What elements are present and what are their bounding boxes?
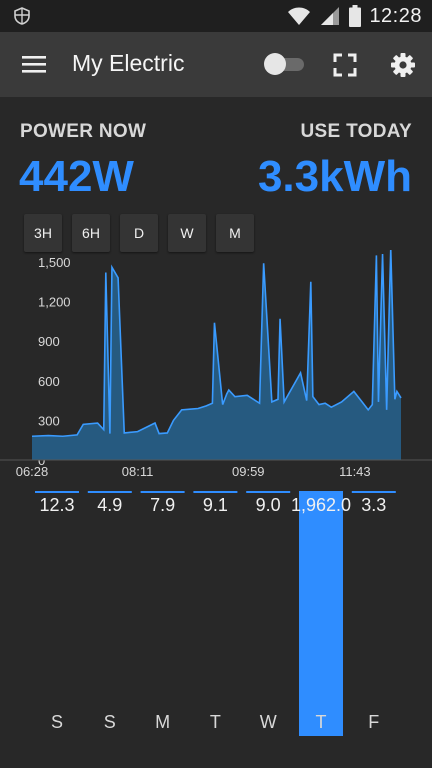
power-now-label: POWER NOW xyxy=(20,121,147,142)
app-bar: My Electric xyxy=(0,32,432,97)
signal-icon xyxy=(321,7,340,25)
weekday-bar xyxy=(193,491,238,493)
x-tick-label: 08:11 xyxy=(122,464,154,479)
bar-value-label: 3.3 xyxy=(361,495,386,515)
range-button-6h[interactable]: 6H xyxy=(72,214,110,252)
weekday-bar xyxy=(351,491,396,493)
power-line xyxy=(31,250,402,438)
y-tick-label: 1,200 xyxy=(38,295,71,310)
weekday-label: T xyxy=(210,712,221,732)
wifi-icon xyxy=(288,7,311,25)
weekly-usage-chart: 12.3 S 4.9 S 7.9 M 9.1 T 9.0 W 1,962.0 T 3.3 F xyxy=(35,491,396,736)
status-bar: 12:28 xyxy=(0,0,432,32)
battery-icon xyxy=(349,5,362,27)
menu-icon[interactable] xyxy=(22,54,46,74)
weekday-label: M xyxy=(155,712,170,732)
y-tick-label: 300 xyxy=(38,413,60,428)
weekday-bar xyxy=(299,491,343,736)
shield-icon xyxy=(14,7,30,25)
x-tick-label: 06:28 xyxy=(16,464,49,479)
bar-value-label: 9.0 xyxy=(256,495,281,515)
weekday-bar xyxy=(140,491,185,493)
range-button-week[interactable]: W xyxy=(168,214,206,252)
weekday-bar xyxy=(246,491,291,493)
y-tick-label: 900 xyxy=(38,334,60,349)
weekday-label: F xyxy=(368,712,379,732)
y-tick-label: 600 xyxy=(38,374,60,389)
clock-time: 12:28 xyxy=(369,4,422,27)
bar-value-label: 12.3 xyxy=(39,495,74,515)
bar-value-label: 9.1 xyxy=(203,495,228,515)
power-area xyxy=(32,250,401,460)
app-title: My Electric xyxy=(72,50,185,76)
weekday-bar xyxy=(35,491,79,493)
bar-value-label: 4.9 xyxy=(97,495,122,515)
range-button-month[interactable]: M xyxy=(216,214,254,252)
toggle-switch[interactable] xyxy=(264,53,304,75)
weekday-label: S xyxy=(51,712,63,732)
range-button-3h[interactable]: 3H xyxy=(24,214,62,252)
range-button-day[interactable]: D xyxy=(120,214,158,252)
toggle-thumb xyxy=(264,53,286,75)
fullscreen-icon[interactable] xyxy=(333,53,357,77)
weekday-label: T xyxy=(316,712,327,732)
use-today-value: 3.3kWh xyxy=(257,152,412,201)
power-now-value: 442W xyxy=(19,152,134,201)
bar-value-label: 1,962.0 xyxy=(291,495,351,515)
x-tick-label: 11:43 xyxy=(339,464,371,479)
weekday-label: S xyxy=(104,712,116,732)
x-tick-label: 09:59 xyxy=(232,464,265,479)
gear-icon[interactable] xyxy=(390,52,416,78)
y-tick-label: 1,500 xyxy=(38,255,71,270)
use-today-label: USE TODAY xyxy=(300,121,412,142)
weekday-label: W xyxy=(260,712,277,732)
bar-value-label: 7.9 xyxy=(150,495,175,515)
weekday-bar xyxy=(87,491,132,493)
